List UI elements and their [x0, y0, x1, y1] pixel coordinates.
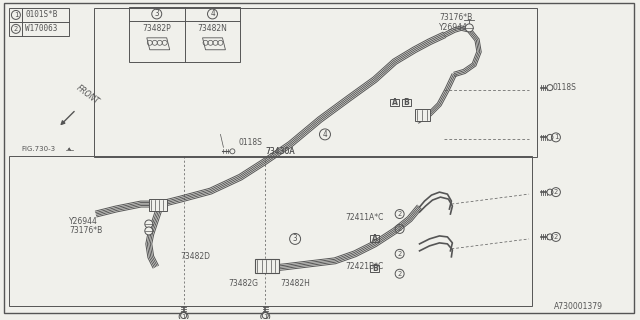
Text: 73482H: 73482H: [280, 279, 310, 288]
Text: 1: 1: [263, 314, 268, 320]
Text: Y26944: Y26944: [69, 218, 98, 227]
Text: 73482D: 73482D: [180, 252, 211, 261]
Text: Y26944: Y26944: [440, 23, 468, 32]
Text: A: A: [392, 98, 397, 107]
Text: 1: 1: [14, 12, 18, 18]
Text: 0118S: 0118S: [238, 138, 262, 147]
Text: 0101S*B: 0101S*B: [26, 11, 58, 20]
Bar: [371, 236, 380, 242]
Text: 72421B*C: 72421B*C: [345, 262, 383, 271]
Text: 4: 4: [210, 9, 215, 19]
Text: 73482P: 73482P: [142, 24, 171, 33]
Circle shape: [547, 189, 553, 195]
Text: 3: 3: [154, 9, 159, 19]
Text: 2: 2: [397, 211, 402, 217]
Text: 73176*B: 73176*B: [440, 13, 473, 22]
Bar: [255, 259, 279, 273]
Text: FIG.730-3: FIG.730-3: [21, 146, 56, 152]
Bar: [390, 99, 399, 106]
Bar: [129, 7, 241, 62]
Bar: [94, 8, 537, 157]
Text: 73430A: 73430A: [265, 147, 295, 156]
Circle shape: [547, 134, 553, 140]
Text: B: B: [372, 264, 378, 273]
Circle shape: [465, 24, 474, 32]
Text: 2: 2: [14, 26, 18, 32]
Bar: [402, 99, 411, 106]
Text: 1: 1: [554, 134, 558, 140]
Bar: [10, 156, 532, 306]
Text: 2: 2: [397, 271, 402, 277]
Circle shape: [547, 84, 553, 91]
Text: 2: 2: [554, 189, 558, 195]
Circle shape: [145, 220, 153, 228]
Text: 3: 3: [293, 235, 298, 244]
Text: 73482G: 73482G: [228, 279, 259, 288]
Text: 72411A*C: 72411A*C: [345, 212, 383, 221]
Text: A730001379: A730001379: [554, 301, 603, 311]
Text: 2: 2: [397, 251, 402, 257]
Circle shape: [180, 313, 187, 318]
Text: 0118S: 0118S: [553, 83, 577, 92]
Circle shape: [145, 227, 153, 235]
Bar: [10, 8, 69, 36]
Circle shape: [230, 149, 235, 154]
Text: 73430A: 73430A: [265, 147, 295, 156]
Text: A: A: [372, 235, 378, 244]
Text: 73176*B: 73176*B: [69, 227, 102, 236]
Text: B: B: [404, 98, 410, 107]
Bar: [415, 109, 431, 122]
Text: 4: 4: [323, 130, 327, 139]
Text: 2: 2: [397, 226, 402, 232]
Text: 2: 2: [554, 234, 558, 240]
Bar: [371, 265, 380, 272]
Circle shape: [262, 313, 268, 318]
Text: 73482N: 73482N: [198, 24, 227, 33]
Circle shape: [547, 234, 553, 240]
Text: 1: 1: [182, 314, 186, 320]
Bar: [148, 199, 166, 211]
Text: W170063: W170063: [26, 24, 58, 33]
Text: FRONT: FRONT: [74, 84, 100, 107]
